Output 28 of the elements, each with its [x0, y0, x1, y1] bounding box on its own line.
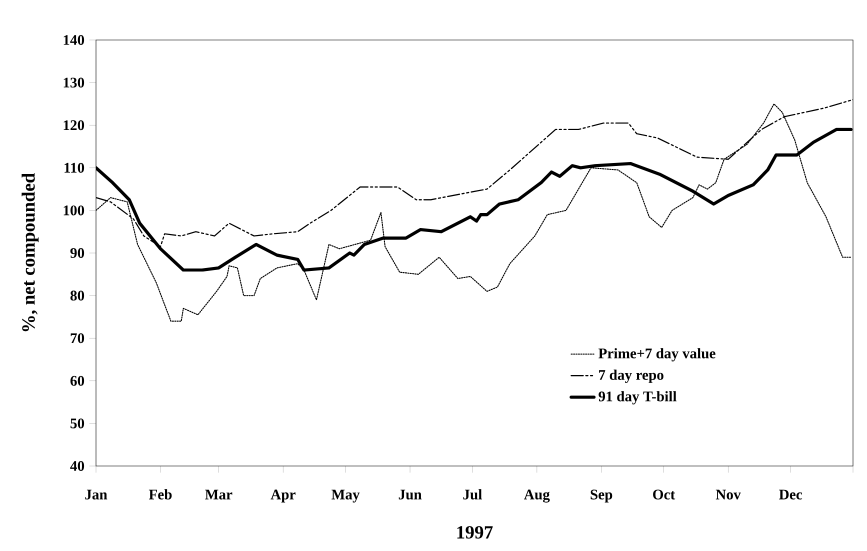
legend-label: 7 day repo — [599, 370, 664, 383]
x-tick-label: Apr — [270, 490, 296, 502]
legend-label: Prime+7 day value — [598, 348, 716, 362]
y-tick-label: 90 — [70, 248, 84, 258]
y-tick-label: 120 — [64, 120, 84, 130]
x-tick-label: Jun — [398, 490, 422, 500]
y-tick-label: 140 — [64, 35, 84, 45]
x-tick-label: Jan — [85, 490, 108, 500]
x-tick-label: Sep — [590, 490, 612, 502]
x-axis-title: 1997 — [457, 526, 493, 539]
y-tick-label: 50 — [70, 418, 84, 428]
x-tick-label: Feb — [148, 489, 172, 500]
y-tick-label: 70 — [70, 333, 84, 344]
x-tick-label: Aug — [524, 490, 550, 503]
x-tick-label: Mar — [205, 490, 232, 500]
x-tick-label: Dec — [779, 490, 802, 500]
y-tick-label: 60 — [70, 376, 84, 386]
x-tick-label: Oct — [653, 490, 676, 500]
y-tick-label: 130 — [64, 78, 84, 88]
legend-label: 91 day T-bill — [598, 391, 677, 404]
y-tick-label: 40 — [70, 461, 84, 471]
x-tick-label: Jul — [463, 489, 482, 500]
x-tick-label: Nov — [716, 490, 741, 500]
y-tick-label: 110 — [64, 162, 84, 173]
x-tick-label: May — [332, 490, 360, 502]
y-tick-label: 100 — [64, 205, 84, 216]
y-axis-title: %, net compounded — [22, 173, 39, 332]
y-tick-label: 80 — [70, 290, 84, 301]
